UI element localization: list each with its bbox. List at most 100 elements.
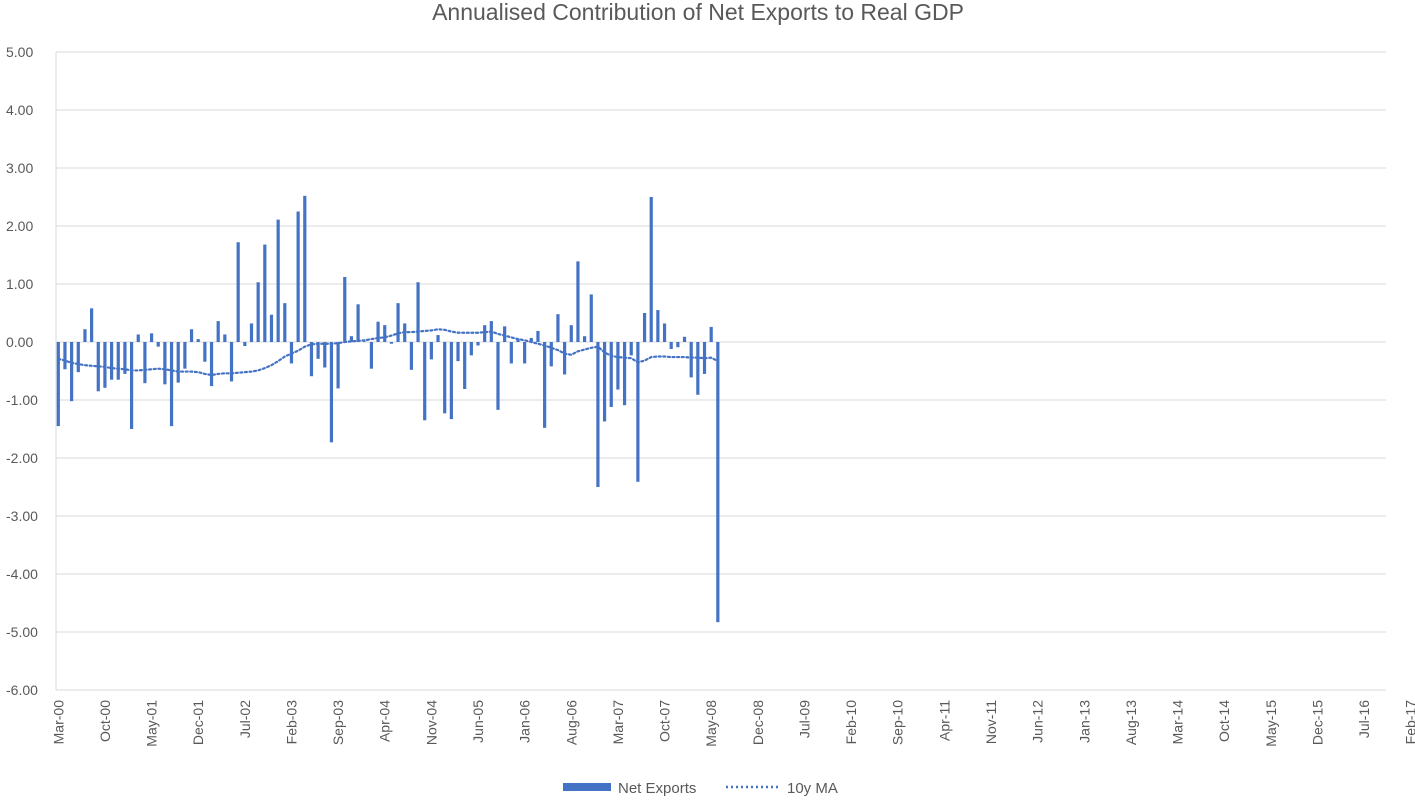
bar <box>629 342 633 356</box>
y-tick-label: -4.00 <box>6 566 38 582</box>
bar <box>376 321 380 342</box>
x-tick-label: Apr-04 <box>377 700 393 742</box>
bars <box>56 195 720 623</box>
bar <box>389 342 393 344</box>
bar <box>483 325 487 342</box>
ma-line <box>57 328 719 377</box>
bar <box>383 325 387 342</box>
x-tick-label: Jul-09 <box>796 700 812 738</box>
y-tick-label: 4.00 <box>6 102 33 118</box>
legend: Net Exports 10y MA <box>563 780 838 797</box>
bar <box>616 342 620 390</box>
bar <box>423 342 427 421</box>
bar <box>602 342 607 422</box>
bar <box>556 314 560 342</box>
x-tick-label: Mar-07 <box>610 700 626 745</box>
bar <box>702 342 707 374</box>
y-axis-ticks: 5.00 4.00 3.00 2.00 1.00 0.00 -1.00 -2.00 -3.00 -… <box>6 44 38 698</box>
x-tick-label: Mar-00 <box>50 700 66 745</box>
legend-label-net-exports: Net Exports <box>618 780 696 797</box>
bar <box>463 342 467 389</box>
x-tick-label: Feb-17 <box>1403 700 1415 745</box>
y-tick-label: 1.00 <box>6 276 33 292</box>
bar <box>609 342 613 407</box>
x-tick-label: Apr-11 <box>936 700 952 741</box>
bar <box>63 342 67 370</box>
bar <box>709 326 713 342</box>
bar <box>70 342 74 402</box>
bar <box>436 335 440 342</box>
bar <box>196 339 200 342</box>
bar <box>336 342 340 389</box>
y-tick-label: -5.00 <box>6 624 38 640</box>
bar <box>416 282 420 342</box>
bar <box>169 342 174 427</box>
bar <box>396 303 400 342</box>
bar <box>349 336 354 342</box>
x-tick-label: May-08 <box>703 700 719 747</box>
bar <box>676 342 680 348</box>
bar <box>503 326 507 342</box>
bar <box>369 342 374 369</box>
x-tick-label: May-01 <box>144 700 160 747</box>
bar <box>229 342 234 382</box>
bar <box>576 261 580 342</box>
bar <box>443 342 447 414</box>
bar <box>243 342 247 347</box>
bar <box>216 321 220 342</box>
ma-line-layer <box>57 328 719 377</box>
x-tick-label: Feb-10 <box>843 700 859 745</box>
bar <box>269 314 274 342</box>
x-tick-label: Oct-07 <box>657 700 673 742</box>
bar <box>569 325 573 342</box>
bar <box>583 336 587 342</box>
bar <box>656 310 660 342</box>
x-tick-label: Jun-12 <box>1030 700 1046 743</box>
y-tick-label: 0.00 <box>6 334 33 350</box>
y-tick-label: -3.00 <box>6 508 38 524</box>
x-tick-label: Dec-15 <box>1309 700 1325 745</box>
bar <box>363 341 367 343</box>
bar <box>329 342 334 443</box>
bar <box>189 329 194 342</box>
legend-label-10y-ma: 10y MA <box>787 780 838 797</box>
bar <box>56 342 60 427</box>
bar <box>596 342 600 487</box>
y-tick-label: 2.00 <box>6 218 33 234</box>
x-tick-label: Oct-00 <box>97 700 113 742</box>
bar <box>516 338 520 342</box>
bar <box>622 342 627 406</box>
bar <box>256 282 260 342</box>
x-tick-label: Dec-01 <box>190 700 206 745</box>
y-tick-label: -1.00 <box>6 392 38 408</box>
x-tick-label: Aug-13 <box>1123 700 1139 745</box>
bar <box>549 342 553 367</box>
bar <box>429 342 433 360</box>
bar <box>642 313 647 342</box>
bar <box>323 342 327 368</box>
bar <box>589 294 593 342</box>
chart-title: Annualised Contribution of Net Exports t… <box>432 0 964 25</box>
y-tick-label: -6.00 <box>6 682 38 698</box>
bar <box>123 342 127 374</box>
x-tick-label: Aug-06 <box>563 700 579 745</box>
bar <box>409 342 413 370</box>
x-tick-label: Mar-14 <box>1170 700 1186 745</box>
bar <box>669 342 673 349</box>
bar <box>249 323 254 342</box>
bar <box>110 342 114 380</box>
legend-swatch-net-exports <box>563 783 611 791</box>
bar <box>356 304 360 342</box>
bar <box>303 195 307 342</box>
bar <box>343 277 347 342</box>
x-tick-label: Oct-14 <box>1216 700 1232 742</box>
x-tick-label: Nov-11 <box>983 700 999 744</box>
bar <box>129 342 134 429</box>
bar <box>296 211 300 342</box>
bar <box>283 303 287 342</box>
x-tick-label: Jan-06 <box>517 700 533 743</box>
x-tick-label: Jul-02 <box>237 700 253 738</box>
bar <box>563 342 567 375</box>
bar <box>209 342 214 387</box>
